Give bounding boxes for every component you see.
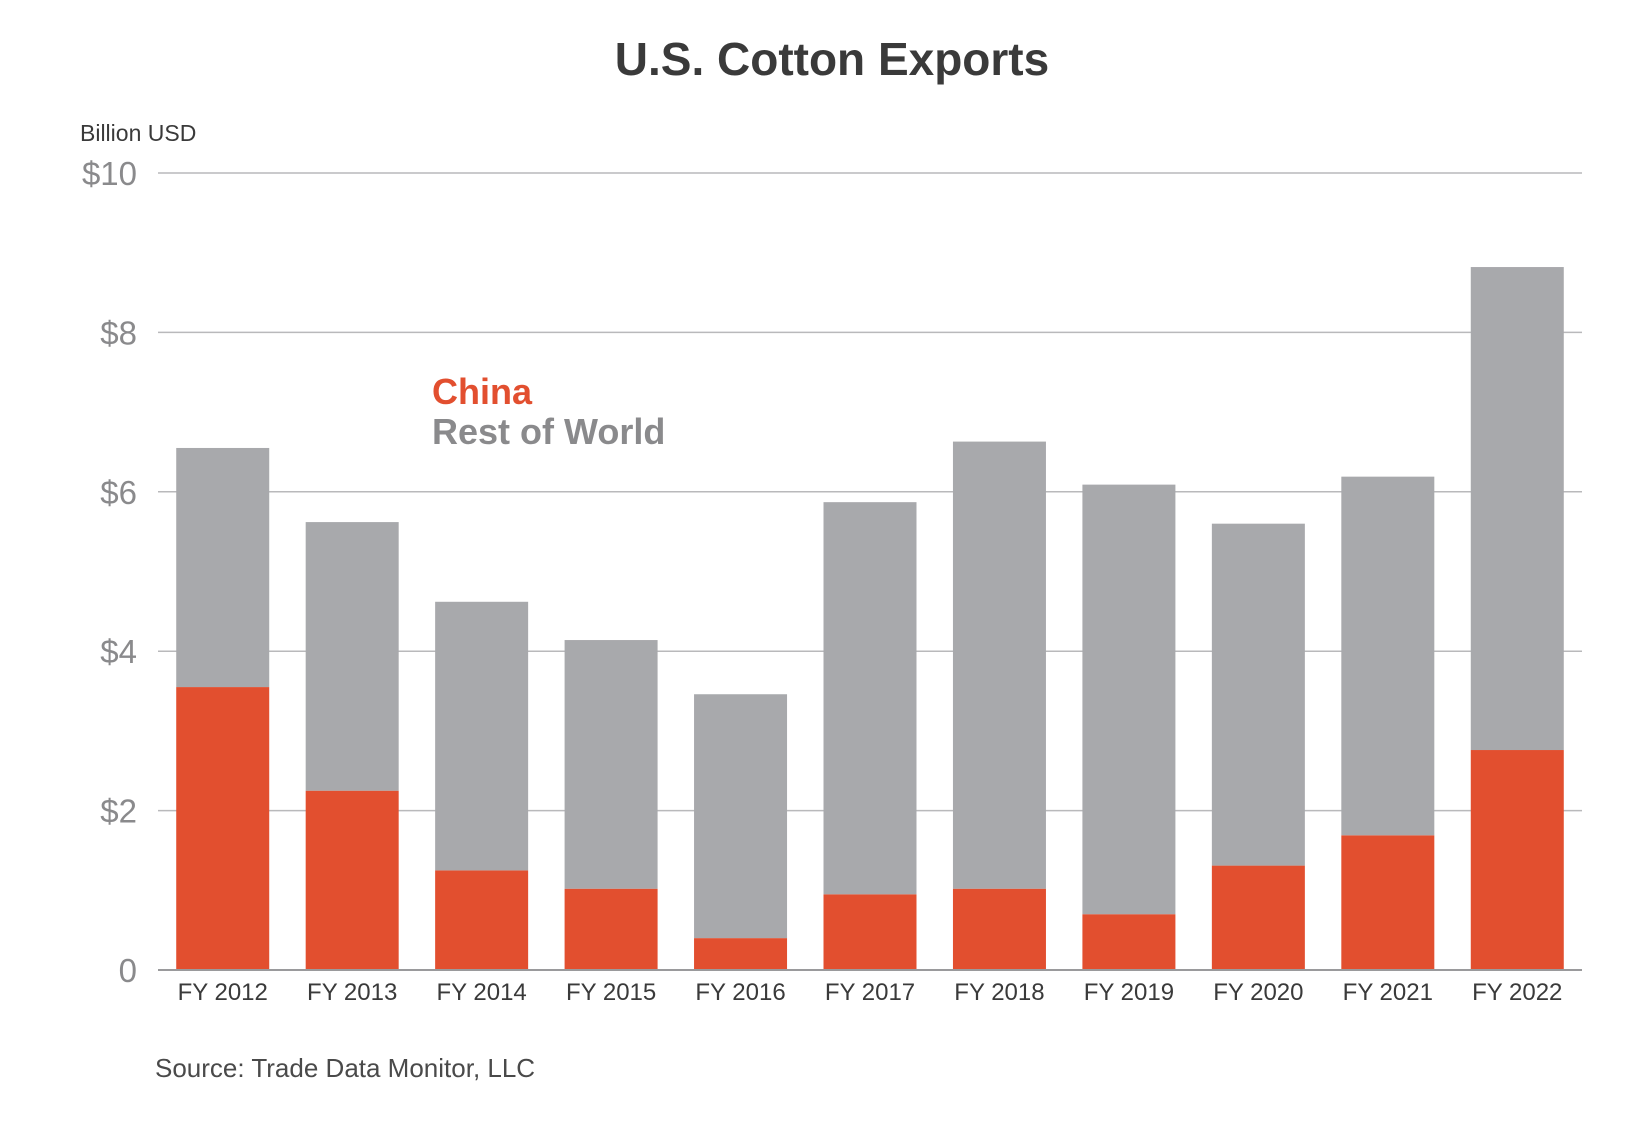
bar-rest-of-world [305,522,399,791]
x-tick-label: FY 2016 [695,979,785,1006]
y-tick-label: $2 [100,793,137,830]
y-tick-label: $4 [100,633,137,670]
x-tick-label: FY 2014 [436,979,526,1006]
x-tick-label: FY 2022 [1472,979,1562,1006]
bar-china [952,888,1046,970]
x-tick-label: FY 2021 [1343,979,1433,1006]
x-tick-label: FY 2020 [1213,979,1303,1006]
bar-rest-of-world [564,640,658,889]
x-tick-label: FY 2013 [307,979,397,1006]
bar-china [305,790,399,970]
bar-rest-of-world [1470,267,1564,751]
legend-china: China [432,371,533,412]
bar-china [176,687,270,970]
source-note: Source: Trade Data Monitor, LLC [155,1053,535,1083]
chart-title: U.S. Cotton Exports [615,33,1049,85]
bar-china [1341,835,1435,970]
bar-china [694,938,788,970]
bar-china [564,888,658,970]
x-tick-label: FY 2012 [178,979,268,1006]
x-axis-tick-labels: FY 2012 FY 2013 FY 2014 FY 2015 FY 2016 FY 20… [178,979,1563,1006]
bar-rest-of-world [176,447,270,688]
bar-rest-of-world [1082,484,1176,915]
legend-rest-of-world: Rest of World [432,411,665,452]
bar-rest-of-world [823,502,917,895]
y-tick-label: $6 [100,474,137,511]
bar-rest-of-world [435,601,529,871]
y-axis-unit-label: Billion USD [80,120,196,146]
bar-rest-of-world [952,441,1046,889]
x-tick-label: FY 2019 [1084,979,1174,1006]
bars [176,267,1564,970]
bar-china [1211,865,1305,970]
y-tick-label: $8 [100,314,137,351]
x-tick-label: FY 2017 [825,979,915,1006]
x-tick-label: FY 2018 [954,979,1044,1006]
bar-china [1082,914,1176,970]
bar-china [1470,750,1564,970]
bar-rest-of-world [1341,476,1435,836]
y-tick-label: 0 [119,952,137,989]
y-tick-label: $10 [82,155,137,192]
y-axis-tick-labels: 0 $2 $4 $6 $8 $10 [82,155,137,989]
bar-china [823,894,917,970]
bar-rest-of-world [1211,523,1305,866]
x-tick-label: FY 2015 [566,979,656,1006]
bar-china [435,870,529,970]
bar-rest-of-world [694,694,788,939]
legend: China Rest of World [432,371,665,452]
